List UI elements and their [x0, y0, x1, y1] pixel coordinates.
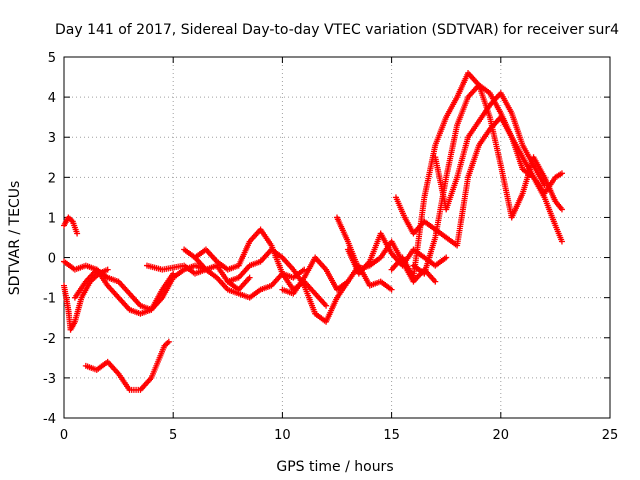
data-point [246, 274, 253, 281]
x-tick-label: 10 [274, 428, 291, 443]
y-tick-label: -1 [43, 292, 56, 307]
x-tick-label: 25 [602, 428, 619, 443]
series-arc-5 [82, 338, 172, 393]
x-tick-label: 0 [60, 428, 68, 443]
y-tick-label: -2 [43, 332, 56, 347]
data-point [541, 182, 548, 189]
y-tick-label: 5 [48, 51, 56, 66]
y-tick-label: -4 [43, 412, 56, 427]
x-tick-label: 15 [383, 428, 400, 443]
x-tick-label: 20 [493, 428, 510, 443]
chart-title: Day 141 of 2017, Sidereal Day-to-day VTE… [55, 22, 619, 38]
y-tick-label: 3 [48, 131, 56, 146]
data-point [323, 302, 330, 309]
data-point [432, 278, 439, 285]
data-point [558, 238, 565, 245]
data-point [74, 230, 81, 237]
gridlines [64, 57, 610, 418]
y-tick-label: -3 [43, 372, 56, 387]
series-arc-10 [279, 254, 395, 297]
y-tick-label: 4 [48, 91, 56, 106]
series-arc-16 [432, 90, 548, 213]
series-arc-4 [71, 262, 209, 313]
series-arc-15 [410, 82, 565, 277]
y-tick-label: 0 [48, 252, 56, 267]
axis-ticks: 0 5 10 15 20 25 -4 -3 -2 -1 0 1 2 3 4 5 [43, 51, 618, 443]
y-axis-label: SDTVAR / TECUs [7, 181, 23, 296]
data-point [443, 254, 450, 261]
data-point [388, 286, 395, 293]
y-tick-label: 1 [48, 211, 56, 226]
y-tick-label: 2 [48, 171, 56, 186]
x-tick-label: 5 [169, 428, 177, 443]
data-point [104, 266, 111, 273]
series-arc-9 [224, 246, 351, 325]
data-point [165, 338, 172, 345]
series-arc-1 [61, 214, 81, 237]
x-axis-label: GPS time / hours [276, 459, 393, 475]
data-point [558, 170, 565, 177]
data-point [558, 206, 565, 213]
plot-frame [63, 56, 611, 419]
data-points [61, 70, 565, 393]
